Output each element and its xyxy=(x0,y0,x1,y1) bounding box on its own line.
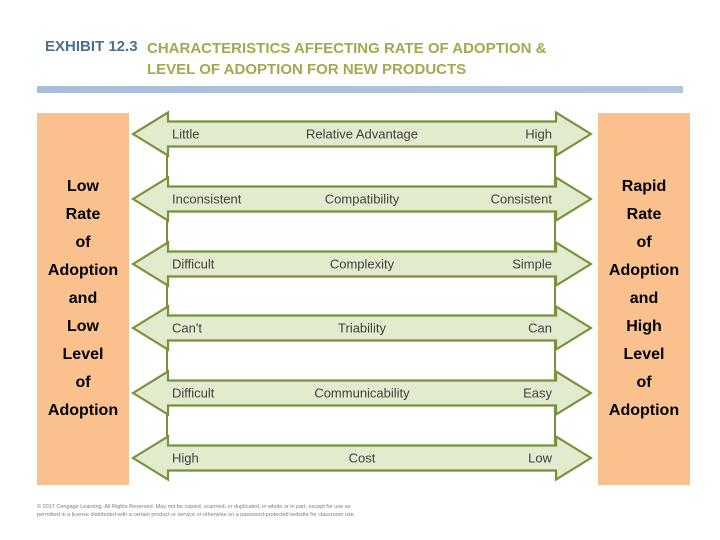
double-arrow-shape xyxy=(131,175,593,223)
arrow-right-label: Easy xyxy=(523,385,552,401)
arrow-labels: Difficult Complexity Simple xyxy=(172,240,552,288)
arrow-communicability: Difficult Communicability Easy xyxy=(131,369,593,417)
left-panel-word: Adoption xyxy=(47,262,119,279)
arrow-relative-advantage: Little Relative Advantage High xyxy=(131,110,593,158)
arrow-left-label: High xyxy=(172,450,199,466)
left-panel-word: Adoption xyxy=(47,402,119,419)
copyright-notice: © 2017 Cengage Learning. All Rights Rese… xyxy=(37,504,467,519)
arrow-right-label: Simple xyxy=(512,256,552,272)
arrow-triability: Can't Triability Can xyxy=(131,304,593,352)
arrow-labels: High Cost Low xyxy=(172,434,552,482)
left-panel-word: of xyxy=(75,234,91,251)
right-panel-word: High xyxy=(626,318,662,335)
double-arrow-shape xyxy=(131,304,593,352)
copyright-line-1: © 2017 Cengage Learning. All Rights Rese… xyxy=(37,504,351,510)
left-panel-word: Rate xyxy=(65,206,101,223)
arrow-center-label: Compatibility xyxy=(324,191,400,207)
left-panel-word: and xyxy=(68,290,98,307)
arrow-right-label: Can xyxy=(528,320,552,336)
arrow-center-label: Relative Advantage xyxy=(305,126,419,142)
arrow-left-label: Difficult xyxy=(172,385,215,401)
right-panel-word: of xyxy=(636,374,652,391)
right-panel-word: of xyxy=(636,234,652,251)
double-arrow-shape xyxy=(131,240,593,288)
arrow-right-label: Consistent xyxy=(490,191,552,207)
right-panel-word: Rate xyxy=(626,206,662,223)
arrow-complexity: Difficult Complexity Simple xyxy=(131,240,593,288)
arrow-right-label: High xyxy=(525,126,552,142)
arrow-labels: Difficult Communicability Easy xyxy=(172,369,552,417)
slide-title: CHARACTERISTICS AFFECTING RATE OF ADOPTI… xyxy=(147,38,546,80)
arrow-compatibility: Inconsistent Compatibility Consistent xyxy=(131,175,593,223)
double-arrow-shape xyxy=(131,369,593,417)
right-outcome-panel: Rapid Rate of Adoption and High Level of Adoptio… xyxy=(598,113,690,485)
arrow-left-label: Difficult xyxy=(172,256,215,272)
copyright-line-2: permitted in a license distributed with … xyxy=(37,511,356,518)
arrow-left-label: Little xyxy=(172,126,200,142)
left-panel-word: Low xyxy=(67,178,99,195)
exhibit-label: EXHIBIT 12.3 xyxy=(45,38,138,55)
right-panel-word: Adoption xyxy=(608,402,680,419)
title-divider-bar xyxy=(37,86,683,93)
title-line-2: LEVEL OF ADOPTION FOR NEW PRODUCTS xyxy=(147,61,467,78)
arrow-labels: Little Relative Advantage High xyxy=(172,110,552,158)
left-panel-word: Low xyxy=(67,318,99,335)
arrow-center-label: Cost xyxy=(348,450,376,466)
right-panel-word: and xyxy=(629,290,659,307)
double-arrow-shape xyxy=(131,434,593,482)
arrow-left-label: Inconsistent xyxy=(172,191,242,207)
arrow-labels: Can't Triability Can xyxy=(172,304,552,352)
right-panel-word: Rapid xyxy=(621,178,667,195)
left-outcome-panel: Low Rate of Adoption and Low Level of Adoption xyxy=(37,113,129,485)
double-arrow-shape xyxy=(131,110,593,158)
arrow-left-label: Can't xyxy=(172,320,202,336)
right-panel-word: Adoption xyxy=(608,262,680,279)
left-panel-word: Level xyxy=(62,346,104,363)
arrow-labels: Inconsistent Compatibility Consistent xyxy=(172,175,552,223)
left-panel-word: of xyxy=(75,374,91,391)
right-panel-word: Level xyxy=(623,346,665,363)
arrow-right-label: Low xyxy=(528,450,552,466)
arrow-center-label: Triability xyxy=(338,320,386,336)
arrow-cost: High Cost Low xyxy=(131,434,593,482)
title-line-1: CHARACTERISTICS AFFECTING RATE OF ADOPTI… xyxy=(147,40,547,57)
arrow-center-label: Complexity xyxy=(329,256,395,272)
arrow-center-label: Communicability xyxy=(314,385,410,401)
